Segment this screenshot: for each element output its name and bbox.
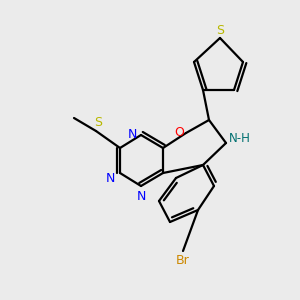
- Text: N: N: [127, 128, 137, 142]
- Text: N: N: [105, 172, 115, 184]
- Text: S: S: [94, 116, 102, 128]
- Text: Br: Br: [176, 254, 190, 266]
- Text: S: S: [216, 25, 224, 38]
- Text: N: N: [136, 190, 146, 202]
- Text: N-H: N-H: [229, 133, 251, 146]
- Text: O: O: [174, 127, 184, 140]
